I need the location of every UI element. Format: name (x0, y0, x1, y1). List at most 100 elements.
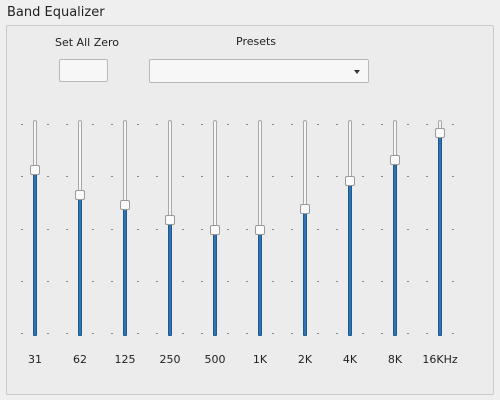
slider-ticks (200, 118, 230, 340)
slider-tick (227, 281, 229, 282)
slider-tick (317, 333, 319, 334)
slider-tick (201, 124, 203, 125)
slider-handle[interactable] (435, 128, 445, 139)
slider-tick (426, 229, 428, 230)
band-slider-500[interactable] (200, 118, 230, 340)
slider-ticks (20, 118, 50, 340)
slider-tick (66, 281, 68, 282)
slider-tick (47, 281, 49, 282)
slider-tick (201, 281, 203, 282)
slider-tick (246, 124, 248, 125)
slider-tick (182, 124, 184, 125)
slider-tick (381, 124, 383, 125)
slider-tick (156, 229, 158, 230)
slider-tick (291, 124, 293, 125)
band-label: 31 (28, 353, 42, 366)
slider-tick (317, 176, 319, 177)
band-slider-16khz[interactable] (425, 118, 455, 340)
slider-tick (452, 124, 454, 125)
slider-tick (21, 124, 23, 125)
slider-tick (201, 229, 203, 230)
slider-fill (303, 209, 307, 336)
band-slider-62[interactable] (65, 118, 95, 340)
slider-tick (336, 229, 338, 230)
slider-tick (21, 333, 23, 334)
slider-handle[interactable] (120, 200, 130, 211)
slider-tick (381, 176, 383, 177)
slider-tick (47, 176, 49, 177)
slider-ticks (290, 118, 320, 340)
slider-ticks (245, 118, 275, 340)
slider-tick (47, 124, 49, 125)
slider-handle[interactable] (30, 165, 40, 176)
band-label: 8K (387, 353, 403, 366)
slider-tick (47, 333, 49, 334)
slider-tick (272, 229, 274, 230)
slider-tick (227, 333, 229, 334)
slider-tick (137, 176, 139, 177)
slider-handle[interactable] (165, 214, 175, 225)
slider-tick (227, 229, 229, 230)
slider-fill (348, 180, 352, 336)
slider-tick (381, 229, 383, 230)
slider-tick (407, 176, 409, 177)
band-label: 2K (297, 353, 313, 366)
band-label: 62 (73, 353, 87, 366)
group-title: Band Equalizer (7, 5, 105, 20)
slider-fill (168, 219, 172, 336)
slider-handle[interactable] (345, 175, 355, 186)
slider-handle[interactable] (75, 190, 85, 201)
slider-tick (66, 229, 68, 230)
slider-fill (78, 195, 82, 336)
slider-tick (452, 176, 454, 177)
set-all-zero-button[interactable] (59, 59, 108, 82)
slider-tick (201, 333, 203, 334)
band-slider-1k[interactable] (245, 118, 275, 340)
slider-ticks (110, 118, 140, 340)
slider-tick (426, 176, 428, 177)
slider-tick (407, 281, 409, 282)
slider-tick (47, 229, 49, 230)
slider-tick (407, 333, 409, 334)
band-label: 4K (342, 353, 358, 366)
slider-tick (111, 333, 113, 334)
slider-tick (137, 281, 139, 282)
slider-tick (426, 124, 428, 125)
band-slider-31[interactable] (20, 118, 50, 340)
slider-tick (336, 124, 338, 125)
slider-handle[interactable] (390, 155, 400, 166)
band-slider-250[interactable] (155, 118, 185, 340)
band-slider-4k[interactable] (335, 118, 365, 340)
slider-tick (381, 281, 383, 282)
slider-tick (21, 281, 23, 282)
slider-tick (272, 281, 274, 282)
slider-tick (182, 176, 184, 177)
slider-ticks (65, 118, 95, 340)
slider-handle[interactable] (210, 225, 220, 236)
slider-tick (182, 281, 184, 282)
slider-tick (336, 333, 338, 334)
slider-tick (336, 281, 338, 282)
slider-tick (362, 124, 364, 125)
slider-ticks (380, 118, 410, 340)
slider-tick (111, 281, 113, 282)
band-slider-125[interactable] (110, 118, 140, 340)
slider-fill (393, 160, 397, 336)
slider-tick (137, 229, 139, 230)
slider-handle[interactable] (255, 225, 265, 236)
slider-tick (272, 124, 274, 125)
band-slider-8k[interactable] (380, 118, 410, 340)
band-slider-2k[interactable] (290, 118, 320, 340)
slider-tick (156, 176, 158, 177)
band-label: 16KHz (422, 353, 458, 366)
slider-tick (452, 333, 454, 334)
slider-handle[interactable] (300, 204, 310, 215)
slider-tick (272, 333, 274, 334)
slider-tick (92, 229, 94, 230)
slider-tick (407, 229, 409, 230)
slider-tick (92, 176, 94, 177)
slider-ticks (155, 118, 185, 340)
chevron-down-icon[interactable] (354, 70, 360, 74)
slider-tick (362, 229, 364, 230)
presets-dropdown[interactable] (149, 59, 369, 83)
